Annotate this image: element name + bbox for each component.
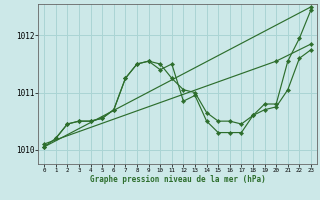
X-axis label: Graphe pression niveau de la mer (hPa): Graphe pression niveau de la mer (hPa) <box>90 175 266 184</box>
